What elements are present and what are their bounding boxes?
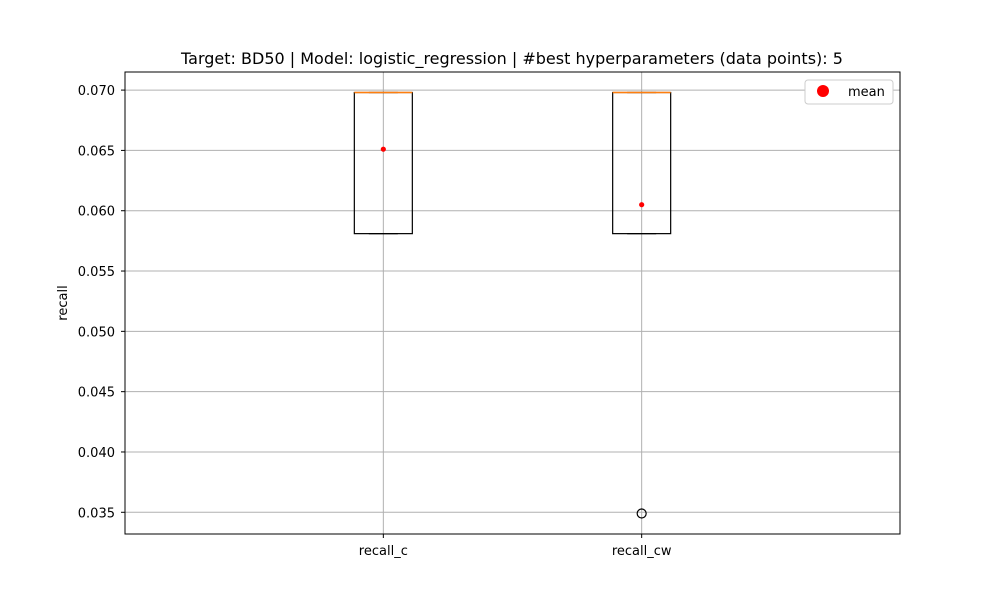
legend-mean-marker xyxy=(817,85,829,97)
tick-layer: 0.035 0.040 0.045 0.050 0.055 0.060 0.065 0.070… xyxy=(78,84,672,559)
legend-mean-label: mean xyxy=(848,85,885,100)
outlier-point xyxy=(636,508,647,519)
y-tick-label: 0.060 xyxy=(78,205,115,220)
y-tick-label: 0.065 xyxy=(78,144,115,159)
y-tick-label: 0.035 xyxy=(78,506,115,521)
plot-area-frame xyxy=(124,71,901,535)
y-tick-label: 0.050 xyxy=(78,325,115,340)
y-tick-label: 0.040 xyxy=(78,446,115,461)
y-tick-label: 0.045 xyxy=(78,386,115,401)
x-tick-label: recall_cw xyxy=(612,544,672,559)
x-tick-label: recall_c xyxy=(359,544,408,559)
y-tick-label: 0.055 xyxy=(78,265,115,280)
mean-point xyxy=(639,202,645,208)
legend-frame xyxy=(804,79,894,105)
grid-layer xyxy=(125,72,900,534)
legend: mean xyxy=(804,79,894,105)
mean-point xyxy=(380,146,386,152)
chart-title: Target: BD50 | Model: logistic_regressio… xyxy=(180,49,843,69)
y-tick-label: 0.070 xyxy=(78,84,115,99)
y-axis-label: recall xyxy=(56,285,71,320)
box-layer xyxy=(353,91,672,519)
